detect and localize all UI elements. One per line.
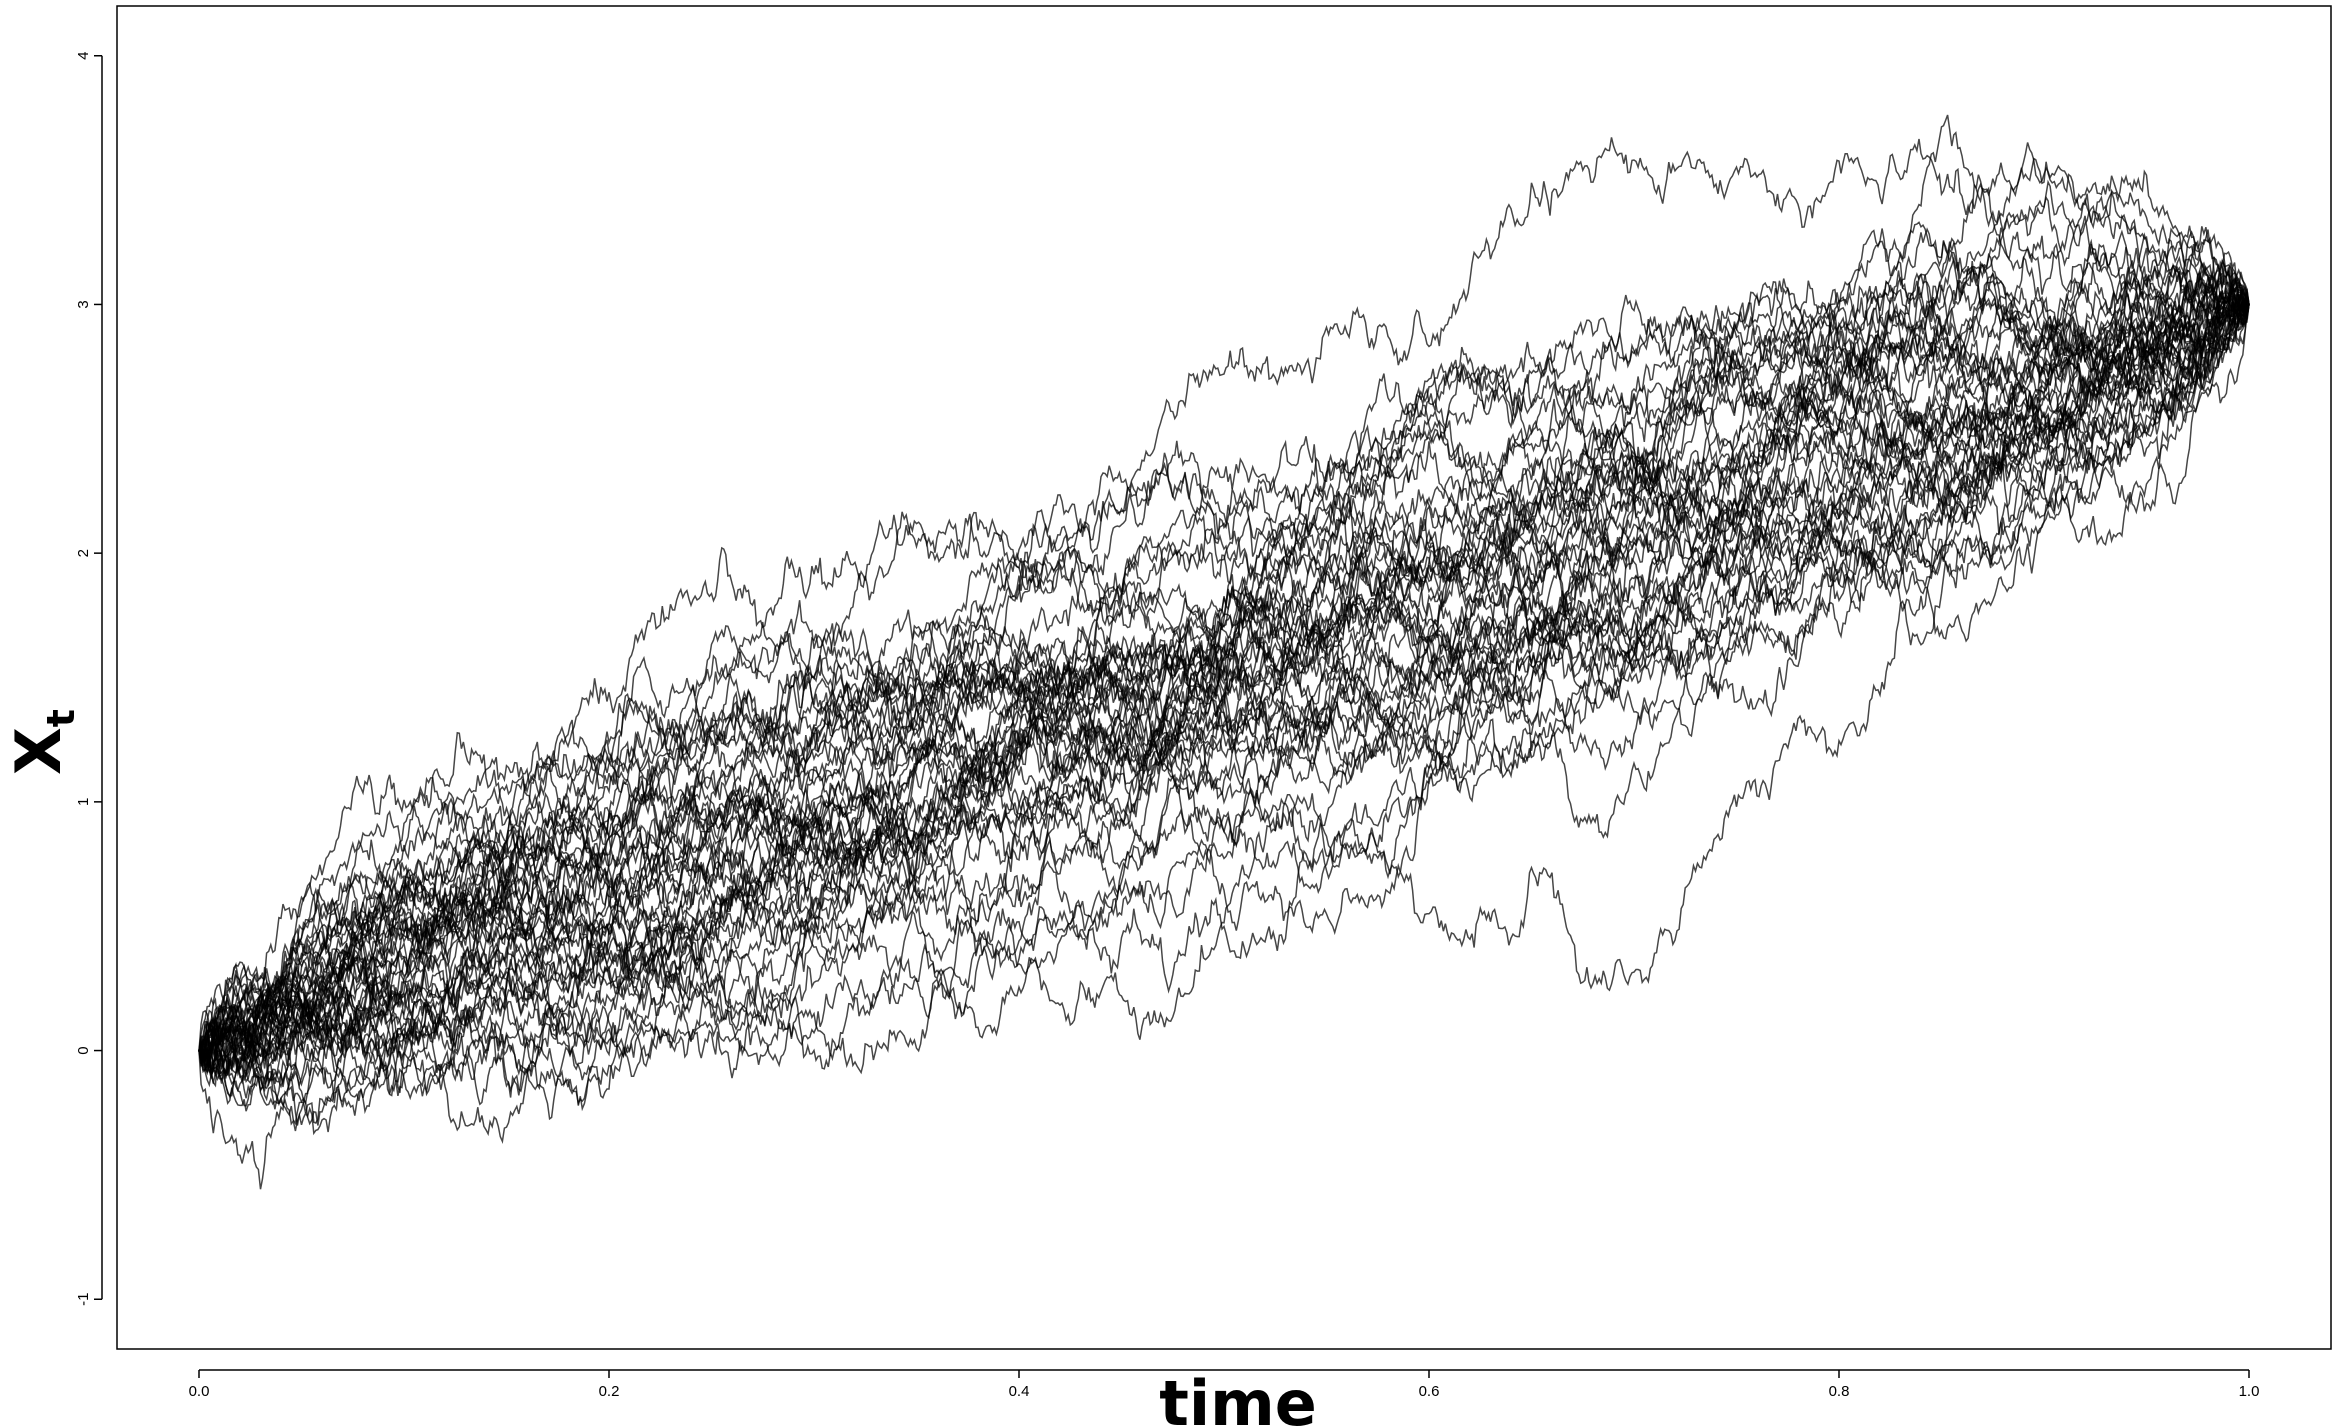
- series-line: [198, 256, 2250, 1074]
- y-tick-label: 2: [75, 549, 92, 557]
- y-axis-title-main: X: [2, 727, 75, 775]
- x-axis: 0.0 0.2 0.4 0.6 0.8 1.0: [189, 1369, 2260, 1400]
- series-line: [198, 296, 2250, 1065]
- series-line: [198, 257, 2250, 1074]
- plot-frame: [116, 5, 2332, 1350]
- series-paths: [198, 114, 2250, 1190]
- series-line: [198, 259, 2250, 1052]
- series-line: [198, 232, 2250, 1089]
- y-tick-label: 3: [75, 300, 92, 308]
- svg-text:Xt: Xt: [2, 709, 83, 775]
- y-axis-title-subscript: t: [39, 709, 83, 727]
- series-line: [198, 261, 2250, 1051]
- x-tick-label: 0.0: [189, 1383, 210, 1400]
- series-line: [198, 292, 2250, 1064]
- y-axis: -1 0 1 2 3 4: [75, 52, 103, 1306]
- y-axis-title: Xt: [2, 709, 83, 775]
- y-tick-label: -1: [75, 1293, 92, 1306]
- series-line: [198, 289, 2250, 1136]
- series-line: [198, 304, 2250, 1053]
- x-tick-label: 0.6: [1419, 1383, 1440, 1400]
- series-line: [198, 264, 2250, 1054]
- x-tick-label: 1.0: [2239, 1383, 2260, 1400]
- x-tick-label: 0.2: [599, 1383, 620, 1400]
- series-line: [198, 286, 2250, 1088]
- series-line: [198, 266, 2250, 1126]
- y-tick-label: 0: [75, 1046, 92, 1054]
- series-line: [198, 284, 2250, 1073]
- x-axis-title: time: [1159, 1367, 1317, 1427]
- x-tick-label: 0.8: [1829, 1383, 1850, 1400]
- y-tick-label: 4: [75, 52, 92, 60]
- series-line: [198, 262, 2250, 1063]
- series-line: [198, 229, 2250, 1112]
- series-line: [198, 267, 2250, 1066]
- series-line: [198, 265, 2250, 1097]
- y-tick-label: 1: [75, 798, 92, 806]
- series-line: [198, 268, 2250, 1071]
- x-tick-label: 0.4: [1009, 1383, 1030, 1400]
- series-line: [198, 137, 2250, 1052]
